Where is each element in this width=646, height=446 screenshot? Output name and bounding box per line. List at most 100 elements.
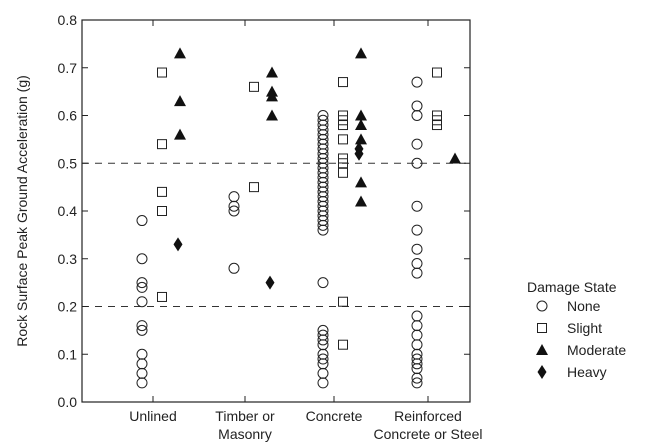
point-none: [317, 219, 329, 231]
point-slight: [338, 134, 348, 145]
point-none: [136, 367, 148, 379]
x-tick-label: Unlined: [129, 408, 176, 424]
point-heavy: [354, 146, 364, 161]
y-tick-label: 0.4: [58, 203, 78, 219]
point-none: [411, 329, 423, 341]
point-none: [228, 191, 240, 203]
x-axis: Unlined Timber or Masonry Concrete Reinforce…: [129, 20, 482, 442]
y-tick-label: 0.8: [58, 12, 78, 28]
point-none: [411, 320, 423, 332]
y-axis-title-group: Rock Surface Peak Ground Acceleration (g…: [14, 75, 30, 347]
legend-marker-slight: [537, 323, 547, 333]
point-none: [228, 262, 240, 274]
y-axis-title: Rock Surface Peak Ground Acceleration (g…: [14, 75, 30, 347]
y-tick-label: 0.3: [58, 251, 78, 267]
point-none: [228, 205, 240, 217]
x-tick-label: Concrete: [306, 408, 363, 424]
y-tick-label: 0.7: [58, 60, 78, 76]
point-none: [136, 296, 148, 308]
point-none: [411, 110, 423, 121]
point-none: [136, 277, 148, 289]
x-tick-label: Timber or Masonry: [215, 408, 275, 442]
point-none: [411, 377, 423, 389]
data-points: [136, 47, 461, 389]
point-none: [411, 258, 423, 270]
point-none: [228, 200, 240, 212]
y-tick-label: 0.5: [58, 155, 78, 171]
point-slight: [432, 67, 442, 78]
series-moderate: [174, 47, 461, 207]
point-none: [411, 76, 423, 88]
point-none: [411, 358, 423, 370]
y-tick-label: 0.6: [58, 108, 78, 124]
point-none: [136, 281, 148, 293]
point-none: [317, 377, 329, 389]
y-tick-label: 0.2: [58, 299, 78, 315]
point-moderate: [355, 176, 367, 188]
point-slight: [157, 291, 167, 302]
point-moderate: [266, 66, 278, 78]
legend-label-slight: Slight: [567, 320, 602, 336]
point-none: [136, 324, 148, 336]
point-slight: [338, 120, 348, 131]
point-slight: [432, 120, 442, 131]
reference-lines: [82, 162, 470, 307]
point-slight: [338, 158, 348, 169]
point-none: [411, 138, 423, 150]
series-heavy: [173, 141, 364, 290]
legend: Damage State None Slight Moderate Heavy: [527, 279, 626, 380]
point-none: [136, 348, 148, 360]
point-none: [136, 358, 148, 370]
point-none: [317, 367, 329, 379]
point-none: [136, 215, 148, 227]
point-moderate: [355, 133, 367, 145]
y-axis: 0.0 0.1 0.2 0.3 0.4 0.5 0.6 0.7 0.8: [58, 12, 470, 410]
y-tick-label: 0.1: [58, 346, 78, 362]
point-slight: [157, 67, 167, 78]
point-none: [411, 243, 423, 255]
point-none: [136, 320, 148, 332]
legend-marker-heavy: [537, 365, 547, 379]
point-moderate: [174, 95, 186, 107]
point-slight: [338, 296, 348, 307]
point-none: [411, 310, 423, 322]
legend-marker-moderate: [536, 344, 548, 355]
point-none: [317, 277, 329, 289]
point-none: [317, 353, 329, 365]
point-slight: [249, 182, 259, 193]
point-slight: [249, 81, 259, 92]
point-heavy: [173, 237, 183, 252]
legend-label-none: None: [567, 298, 601, 314]
series-none: [136, 76, 423, 389]
point-moderate: [449, 152, 461, 164]
legend-label-moderate: Moderate: [567, 342, 626, 358]
point-none: [411, 339, 423, 351]
point-slight: [157, 206, 167, 216]
point-slight: [157, 139, 167, 150]
point-moderate: [266, 90, 278, 102]
point-none: [411, 100, 423, 112]
point-moderate: [266, 109, 278, 121]
point-none: [411, 224, 423, 236]
point-moderate: [355, 195, 367, 207]
point-slight: [338, 167, 348, 178]
y-tick-label: 0.0: [58, 394, 78, 410]
legend-marker-none: [536, 300, 548, 312]
point-none: [411, 267, 423, 279]
point-moderate: [355, 109, 367, 121]
series-slight: [157, 67, 442, 350]
point-slight: [338, 339, 348, 350]
legend-title: Damage State: [527, 279, 617, 295]
point-moderate: [174, 128, 186, 140]
point-none: [136, 253, 148, 265]
point-none: [411, 157, 423, 169]
point-heavy: [265, 275, 275, 290]
point-none: [411, 372, 423, 384]
point-slight: [338, 77, 348, 88]
legend-label-heavy: Heavy: [567, 364, 607, 380]
point-none: [317, 334, 329, 346]
point-moderate: [355, 47, 367, 59]
point-none: [317, 224, 329, 236]
point-slight: [157, 186, 167, 197]
